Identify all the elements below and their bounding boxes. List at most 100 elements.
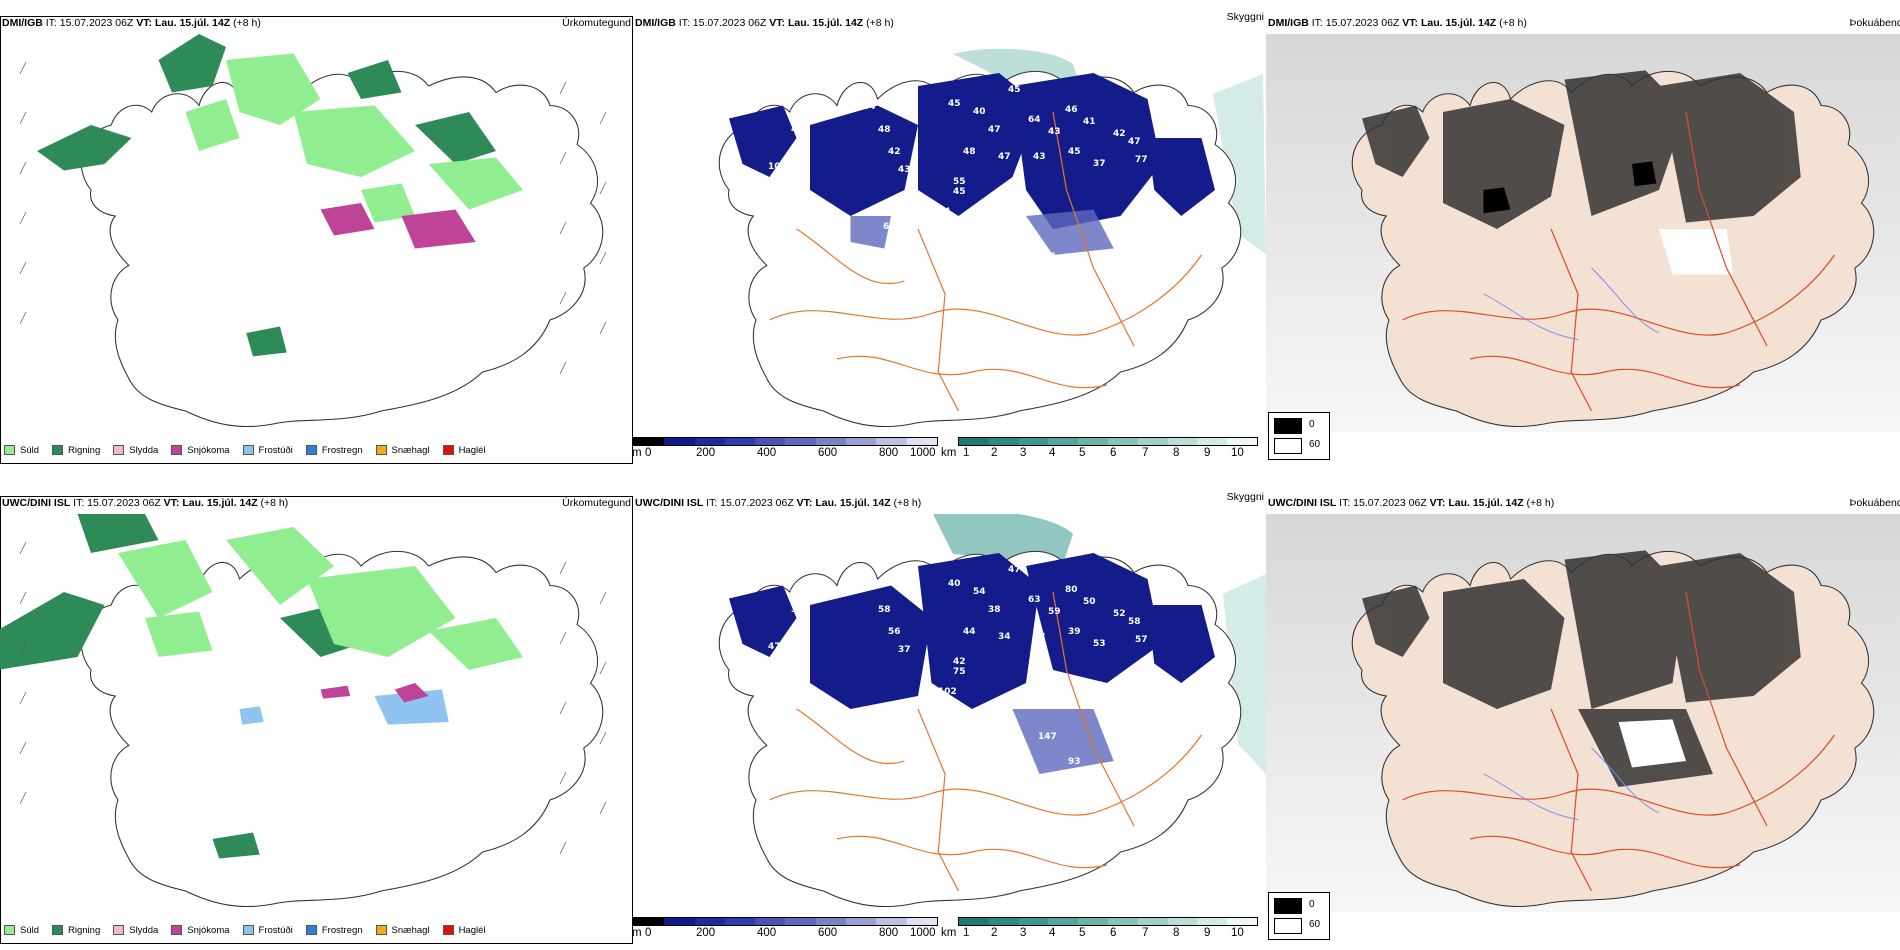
legend-label: Rigning <box>68 924 101 936</box>
ceiling-value-label: 40 <box>973 107 986 117</box>
model-name: DMI/IGB <box>1268 17 1309 29</box>
ceiling-value-label: 82 <box>793 557 806 567</box>
model-name: DMI/IGB <box>2 17 43 29</box>
map-frame <box>0 496 633 944</box>
ceiling-value-label: 52 <box>768 687 781 697</box>
ceiling-value-label: 58 <box>878 605 891 615</box>
valid-time: Lau. 15.júl. 14Z <box>1420 17 1497 29</box>
legend-label: Frostregn <box>321 924 363 936</box>
legend-item: Haglél <box>442 445 486 456</box>
fog-legend-label: 60 <box>1309 439 1321 450</box>
legend-label: Rigning <box>68 444 101 456</box>
colorbar-segment <box>1137 918 1168 925</box>
valid-label: VT: <box>136 17 153 29</box>
ceiling-value-label: 64 <box>1028 115 1041 125</box>
ceiling-value-label: 147 <box>1038 732 1057 742</box>
fog-legend-bottom: 0 60 <box>1268 892 1330 940</box>
ceiling-value-label: 107 <box>1118 757 1137 767</box>
ceiling-value-label: 37 <box>898 645 911 655</box>
colorbar-segment <box>664 918 695 925</box>
fog-legend-label: 0 <box>1309 419 1315 430</box>
issue-time: IT: 15.07.2023 06Z <box>73 497 161 509</box>
ceiling-value-label: 42 <box>888 147 901 157</box>
precip-type-panel-top: DMI/IGB IT: 15.07.2023 06Z VT: Lau. 15.j… <box>0 12 633 464</box>
ceiling-value-label: 43 <box>1033 152 1046 162</box>
colorbar-segment <box>988 918 1019 925</box>
valid-time: Lau. 15.júl. 14Z <box>815 497 891 509</box>
ceiling-value-label: 37 <box>1093 159 1106 169</box>
ceiling-value-label: 47 <box>1008 565 1021 575</box>
colorbar-tick: 2 <box>991 447 998 459</box>
valid-time: Lau. 15.júl. 14Z <box>1448 497 1524 509</box>
colorbar-segment <box>634 438 665 445</box>
ceiling-value-label: 54 <box>938 207 951 217</box>
legend-item: Súld <box>4 445 39 456</box>
colorbar-segment <box>1107 918 1138 925</box>
ceiling-value-label: 45 <box>953 187 966 197</box>
ceiling-value-label: 48 <box>963 147 976 157</box>
legend-item: Frostregn <box>305 445 363 456</box>
ceiling-value-label: 45 <box>1068 147 1081 157</box>
valid-time: Lau. 15.júl. 14Z <box>154 17 231 29</box>
colorbar-segment <box>664 438 695 445</box>
precip-legend: Súld Rigning Slydda Snjókoma Frostúði Fr… <box>4 923 499 937</box>
ceiling-value-label: 47 <box>1128 137 1141 147</box>
ceiling-value-label: 120 <box>993 732 1012 742</box>
ceiling-value-label: 72 <box>1033 632 1046 642</box>
ceiling-value-label: 87 <box>933 247 946 257</box>
colorbar-segment <box>846 438 877 445</box>
panel-header: DMI/IGB IT: 15.07.2023 06Z VT: Lau. 15.j… <box>633 11 1266 34</box>
fog-legend-label: 0 <box>1309 899 1315 910</box>
valid-label: VT: <box>163 497 180 509</box>
ceiling-value-label: 133 <box>1083 297 1102 307</box>
valid-label: VT: <box>769 17 786 29</box>
colorbar-tick: 200 <box>696 927 716 939</box>
ceiling-value-label: 44 <box>863 102 876 112</box>
legend-label: Frostúði <box>258 444 293 456</box>
panel-title: Úrkomutegund <box>562 17 631 29</box>
panel-header: DMI/IGB IT: 15.07.2023 06Z VT: Lau. 15.j… <box>1266 12 1900 34</box>
lead-time: (+8 h) <box>260 497 289 509</box>
colorbar-unit: km <box>941 447 957 459</box>
map-frame <box>0 16 633 464</box>
colorbar-segment <box>694 918 725 925</box>
model-name: UWC/DINI ISL <box>635 497 704 509</box>
colorbar-tick: 0 <box>645 447 652 459</box>
colorbar-segment <box>1018 438 1049 445</box>
ceiling-value-label: 54 <box>973 587 986 597</box>
colorbar-tick: 1 <box>963 927 970 939</box>
legend-item: Frostúði <box>242 925 293 936</box>
colorbar-tick: 1000 <box>910 927 936 939</box>
legend-label: Snæhagl <box>391 924 430 936</box>
issue-time: IT: 15.07.2023 06Z <box>1311 17 1400 29</box>
valid-time: Lau. 15.júl. 14Z <box>182 497 258 509</box>
ceiling-value-label: 41 <box>1083 117 1096 127</box>
panel-title: Skyggni <box>1226 491 1264 503</box>
ceiling-colorbar-bar <box>633 437 938 446</box>
fog-panel-bottom: UWC/DINI ISL IT: 15.07.2023 06Z VT: Lau.… <box>1266 492 1900 944</box>
colorbar-tick: 1000 <box>910 447 936 459</box>
colorbar-segment <box>785 438 816 445</box>
colorbar-tick: 9 <box>1204 447 1211 459</box>
colorbar-segment <box>634 918 665 925</box>
colorbar-segment <box>1078 438 1108 445</box>
ceiling-value-label: 34 <box>998 632 1011 642</box>
ceiling-value-label: 55 <box>953 177 966 187</box>
colorbar-tick: 10 <box>1231 927 1244 939</box>
ceiling-value-label: 52 <box>1113 609 1126 619</box>
legend-item: Slydda <box>113 925 158 936</box>
model-name: UWC/DINI ISL <box>1268 497 1337 509</box>
colorbar-unit: m <box>632 447 642 459</box>
ceiling-value-label: 71 <box>788 697 801 707</box>
ceiling-value-label: 185 <box>1068 277 1087 287</box>
colorbar-tick: 400 <box>757 447 777 459</box>
ceiling-value-label: 67 <box>783 177 796 187</box>
precip-legend: Súld Rigning Slydda Snjókoma Frostúði Fr… <box>4 443 499 457</box>
colorbar-tick: 8 <box>1173 447 1180 459</box>
fog-legend-label: 60 <box>1309 919 1321 930</box>
legend-label: Súld <box>20 924 40 936</box>
ceiling-value-label: 47 <box>998 152 1011 162</box>
colorbar-tick: 7 <box>1142 927 1149 939</box>
panel-header: UWC/DINI ISL IT: 15.07.2023 06Z VT: Lau.… <box>633 491 1266 514</box>
